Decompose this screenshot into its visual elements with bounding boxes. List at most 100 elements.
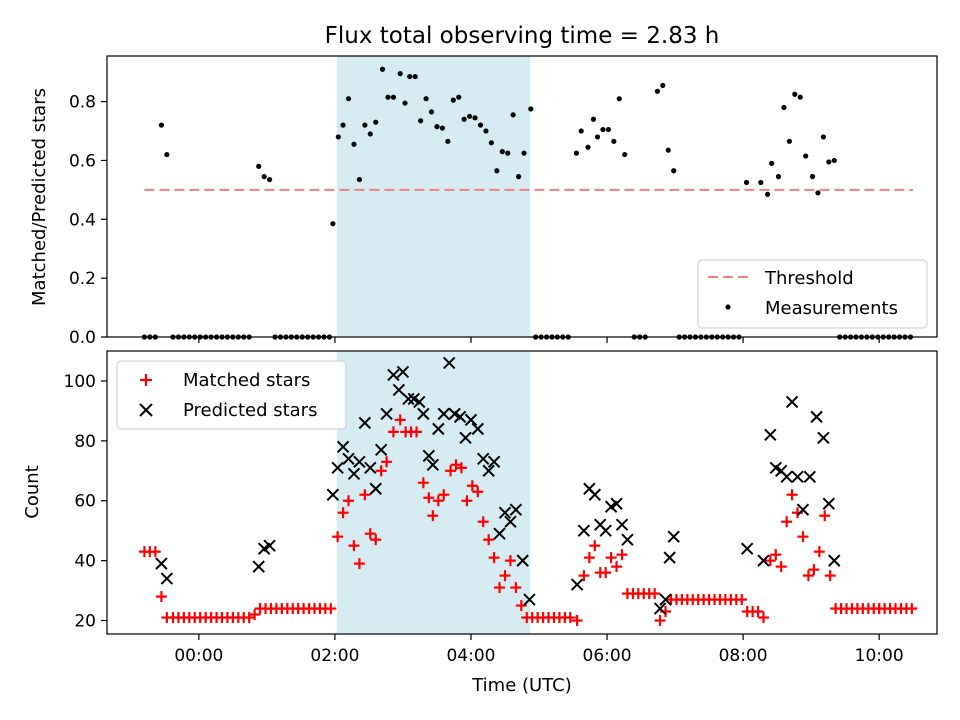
predicted-star-point	[516, 554, 529, 567]
matched-star-point	[605, 552, 617, 564]
predicted-star-point	[326, 488, 340, 501]
matched-star-point	[906, 603, 918, 615]
measurement-point	[515, 174, 522, 180]
predicted-star-point	[342, 452, 355, 466]
matched-star-point	[504, 555, 516, 567]
measurement-point	[407, 73, 413, 80]
measurement-point	[379, 66, 386, 72]
bottom-ytick-label: 40	[74, 552, 96, 572]
measurement-point	[434, 124, 440, 130]
bottom-axes-frame	[106, 350, 938, 635]
measurement-point	[600, 126, 606, 133]
measurement-point	[158, 122, 165, 128]
measurement-point	[671, 168, 677, 174]
predicted-star-point	[471, 422, 484, 436]
predicted-star-point	[453, 410, 467, 424]
measurement-point	[351, 141, 357, 147]
predicted-star-point	[588, 488, 602, 501]
measurement-point	[764, 191, 771, 197]
matched-star-point	[775, 561, 787, 573]
predicted-star-point	[487, 455, 501, 469]
measurement-point	[622, 151, 628, 158]
predicted-star-point	[509, 503, 523, 516]
bottom-xtick-label: 04:00	[446, 646, 495, 666]
predicted-star-point	[653, 602, 667, 615]
matched-star-point	[781, 516, 793, 528]
matched-star-point	[155, 591, 167, 603]
matched-star-point	[445, 465, 457, 477]
predicted-star-point	[347, 467, 361, 480]
predicted-star-point	[663, 551, 676, 564]
measurement-point	[510, 112, 516, 118]
matched-star-point	[510, 582, 522, 594]
predicted-star-point	[432, 422, 445, 436]
measurement-point	[256, 163, 262, 169]
predicted-star-point	[599, 524, 612, 537]
measurement-point	[792, 91, 798, 97]
measurement-point	[461, 116, 467, 122]
predicted-star-point	[402, 392, 415, 406]
measurement-point	[488, 140, 494, 146]
predicted-star-point	[764, 428, 777, 442]
top-xticks	[198, 337, 880, 343]
measurement-point	[775, 174, 782, 180]
legend-matched-swatch	[140, 374, 152, 386]
predicted-star-point	[498, 506, 512, 519]
measurement-point	[611, 138, 617, 144]
measurement-point	[164, 151, 170, 158]
predicted-star-point	[791, 470, 804, 483]
measurement-point	[797, 94, 803, 100]
measurement-point	[477, 122, 484, 128]
top-panel: 0.00.20.40.60.8 Matched/Predicted stars …	[29, 55, 938, 348]
measurement-point	[330, 221, 336, 227]
top-highlight-span	[336, 56, 531, 337]
matched-star-point	[423, 492, 435, 504]
predicted-star-point	[353, 455, 366, 469]
measurement-point	[385, 94, 391, 100]
top-yticks: 0.0 0.2 0.4 0.6 0.8	[69, 93, 107, 348]
measurement-point	[578, 128, 584, 134]
matched-star-point	[348, 540, 360, 552]
measurement-point	[450, 97, 456, 103]
measurement-point	[373, 119, 379, 125]
matched-star-point	[736, 594, 748, 606]
predicted-star-point	[803, 470, 816, 483]
predicted-star-point	[610, 497, 623, 510]
predicted-star-point	[828, 554, 841, 567]
bottom-predicted-points	[155, 356, 841, 615]
measurement-point	[815, 190, 821, 196]
predicted-star-point	[796, 503, 810, 516]
legend-predicted-label: Predicted stars	[183, 400, 317, 421]
measurement-point	[367, 131, 373, 137]
matched-star-point	[583, 552, 595, 564]
x-axis-label: Time (UTC)	[471, 675, 572, 696]
matched-star-point	[438, 489, 450, 501]
top-ytick-label: 0.0	[69, 328, 96, 348]
predicted-star-point	[369, 482, 382, 495]
measurement-point	[521, 150, 527, 156]
measurement-point	[445, 138, 451, 144]
matched-star-point	[381, 456, 393, 468]
matched-star-point	[649, 588, 661, 600]
matched-star-point	[758, 612, 770, 624]
matched-star-point	[370, 534, 382, 546]
bottom-ylabel: Count	[22, 465, 43, 518]
measurement-point	[472, 115, 478, 121]
predicted-star-point	[504, 515, 517, 528]
matched-star-point	[394, 414, 406, 426]
matched-star-point	[499, 570, 511, 582]
matched-star-point	[578, 570, 590, 582]
predicted-star-point	[621, 533, 634, 546]
predicted-star-point	[252, 560, 265, 573]
matched-star-point	[564, 612, 576, 624]
measurement-point	[418, 118, 424, 124]
predicted-star-point	[374, 443, 388, 457]
bottom-xtick-label: 08:00	[719, 646, 768, 666]
legend-threshold-label: Threshold	[764, 268, 854, 289]
predicted-star-point	[523, 593, 536, 606]
matched-star-point	[461, 495, 473, 507]
predicted-star-point	[482, 464, 495, 477]
matched-star-point	[770, 549, 782, 561]
matched-star-point	[427, 510, 439, 522]
measurement-point	[499, 149, 505, 155]
